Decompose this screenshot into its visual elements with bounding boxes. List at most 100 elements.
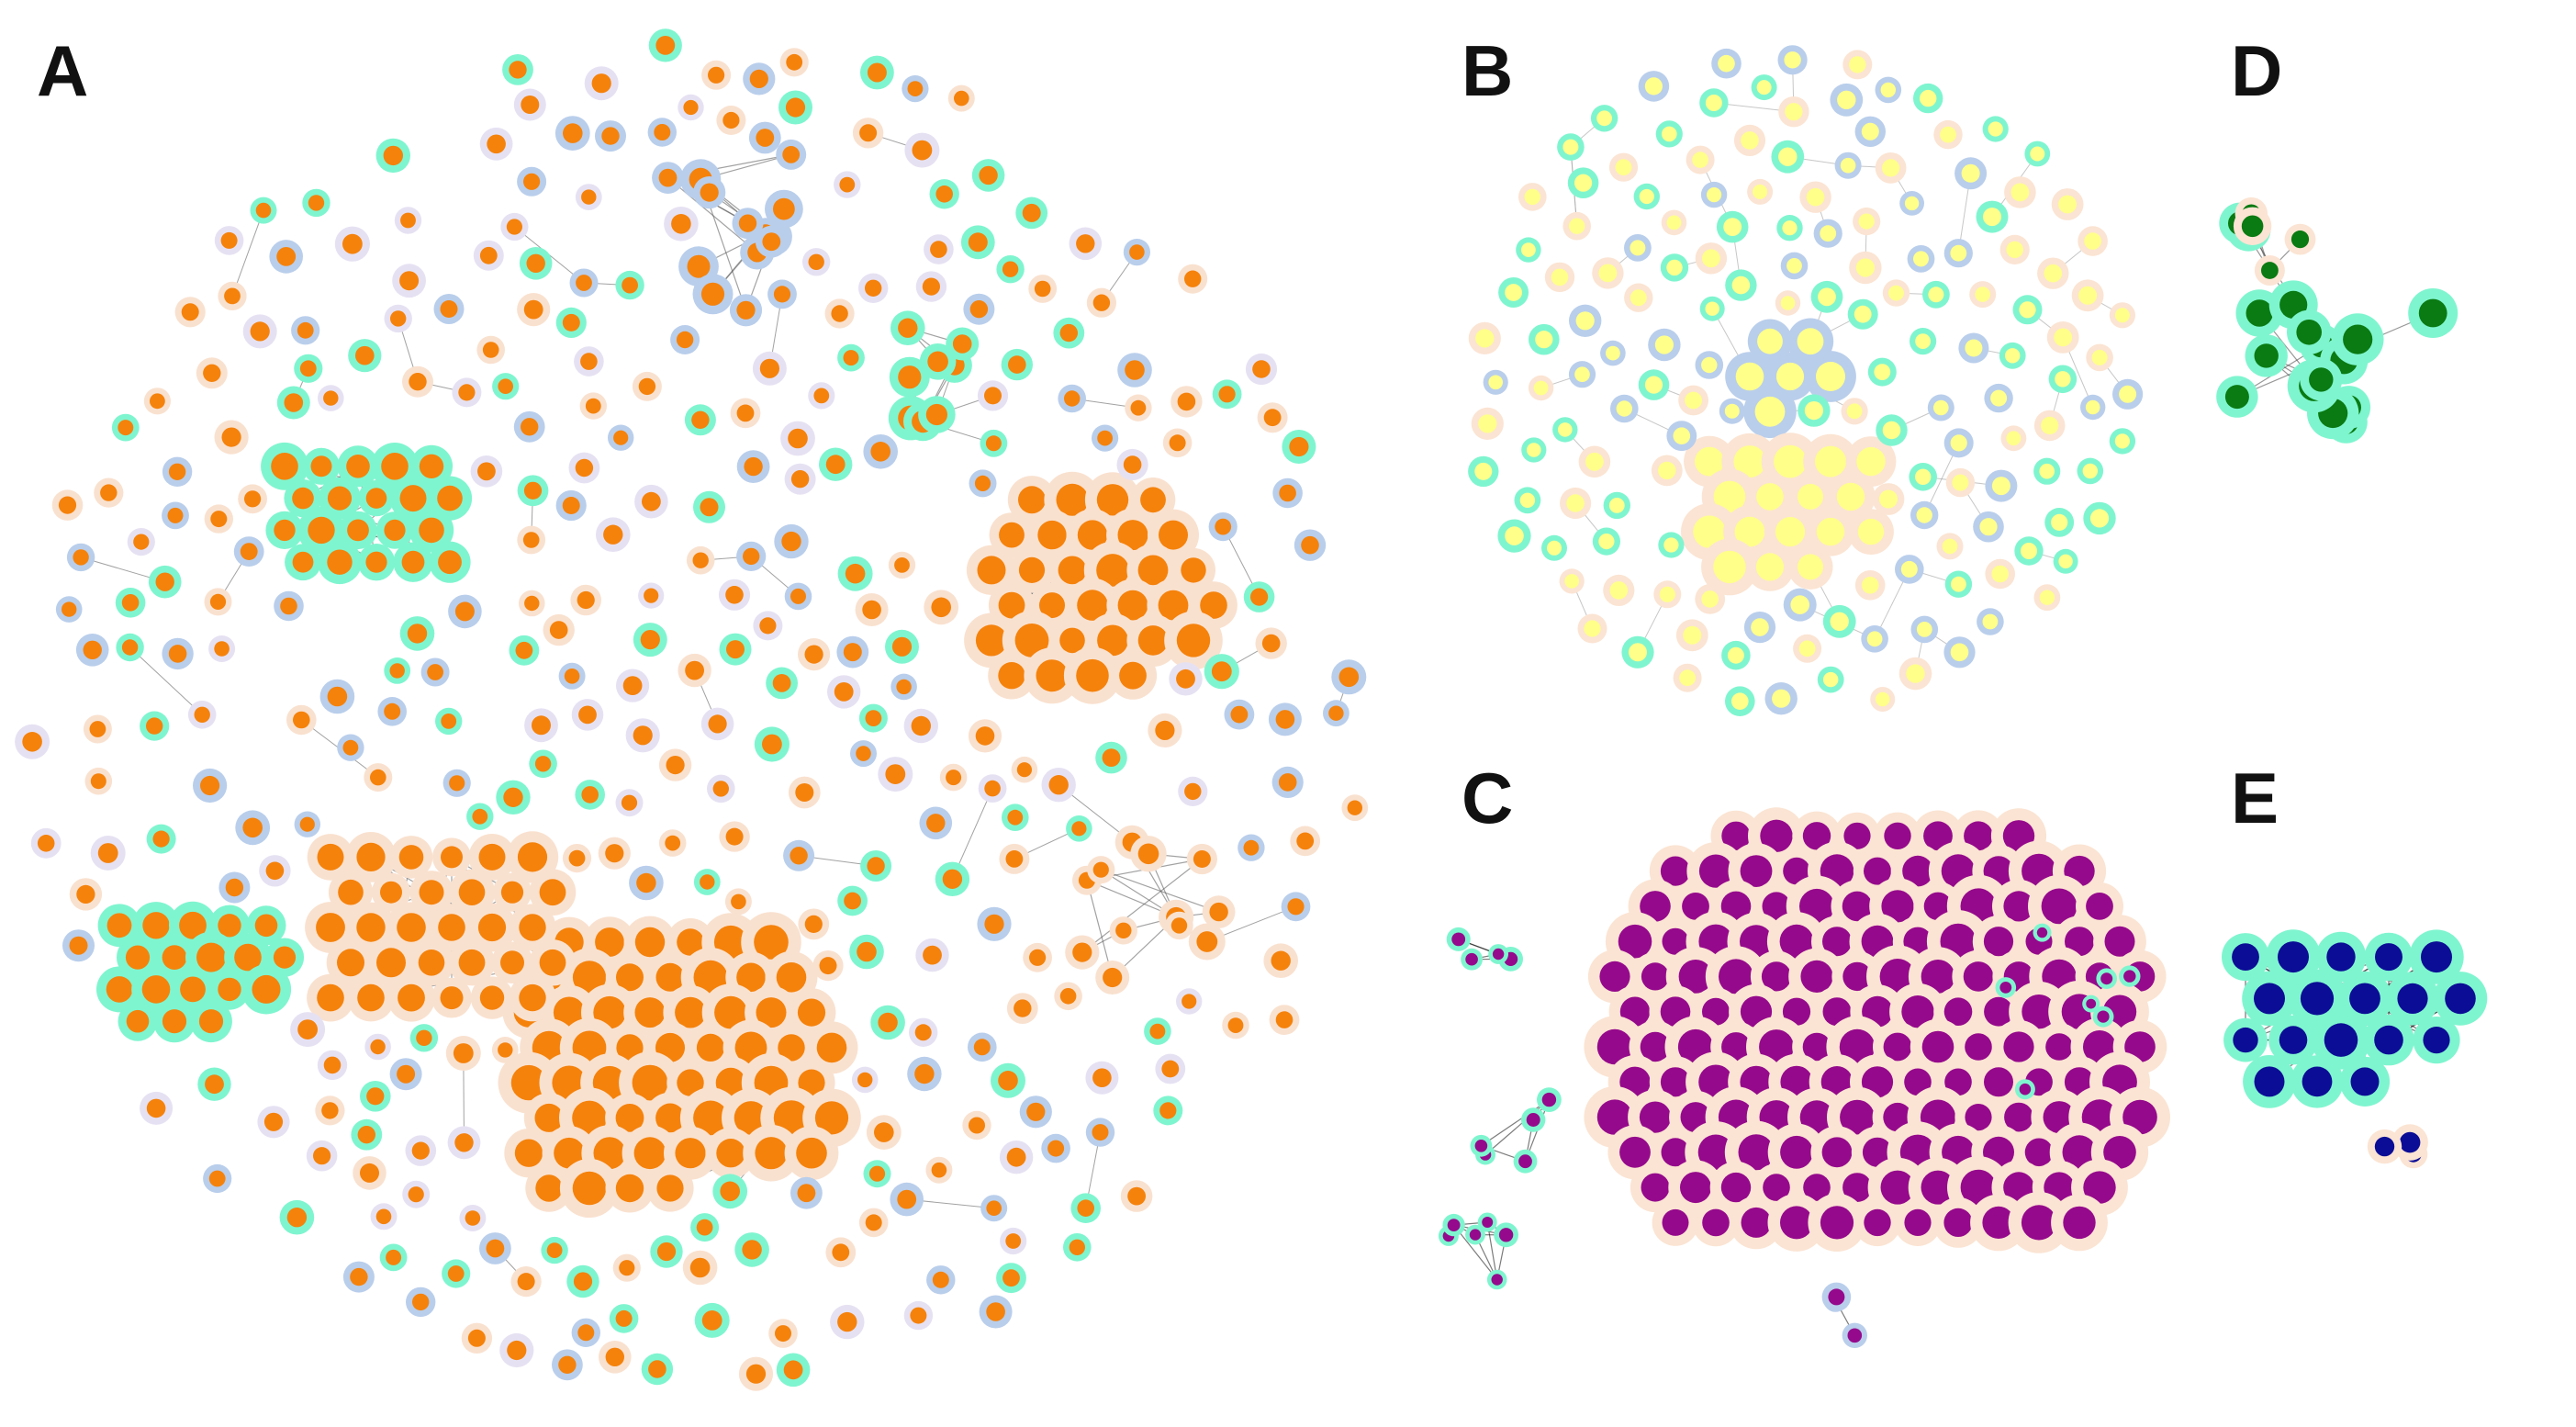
network-node — [2080, 394, 2106, 421]
node-core — [1979, 518, 1998, 536]
node-core — [440, 300, 458, 318]
node-core — [1866, 631, 1883, 647]
node-core — [1816, 362, 1845, 391]
network-node — [492, 373, 520, 400]
node-core — [931, 1162, 947, 1178]
node-core — [591, 73, 611, 94]
node-core — [1250, 588, 1269, 606]
network-node — [712, 1174, 748, 1209]
node-core — [665, 835, 681, 851]
node-core — [1983, 208, 2001, 227]
node-core — [209, 593, 227, 611]
node-core — [1822, 997, 1852, 1027]
network-node — [834, 171, 861, 198]
network-node — [570, 584, 601, 616]
network-node — [1518, 183, 1547, 211]
network-node — [634, 484, 668, 519]
network-node — [360, 1081, 391, 1112]
network-node — [2109, 428, 2136, 455]
network-node — [2339, 1056, 2391, 1107]
node-core — [317, 843, 344, 871]
node-core — [756, 997, 787, 1028]
network-node — [652, 162, 684, 195]
network-node — [1125, 394, 1152, 421]
node-core — [458, 879, 486, 905]
network-node — [377, 697, 408, 726]
network-node — [718, 579, 751, 611]
node-core — [1804, 401, 1823, 421]
network-node — [1822, 604, 1856, 638]
network-node — [924, 590, 959, 625]
network-node — [409, 508, 454, 553]
network-node — [555, 307, 587, 338]
network-node — [926, 1265, 956, 1295]
node-core — [1271, 950, 1291, 971]
network-node — [808, 382, 835, 410]
network-node — [96, 966, 142, 1013]
network-node — [615, 789, 644, 817]
node-core — [478, 843, 506, 871]
node-core — [1990, 389, 2008, 407]
node-core — [832, 1243, 850, 1262]
node-core — [1754, 396, 1786, 427]
network-node — [1969, 281, 1997, 309]
node-core — [1785, 103, 1803, 121]
node-core — [755, 1137, 788, 1170]
network-node — [1577, 613, 1607, 644]
node-core — [1137, 625, 1169, 656]
network-node — [406, 1287, 436, 1318]
panel-b: B — [1432, 0, 2167, 735]
node-core — [1721, 1032, 1751, 1062]
network-node — [1695, 351, 1724, 379]
network-node — [1733, 124, 1766, 156]
network-node — [1323, 700, 1350, 727]
network-node — [555, 489, 587, 522]
node-core — [1641, 962, 1670, 991]
network-node — [778, 90, 812, 125]
network-node — [2033, 457, 2061, 485]
node-core — [2119, 385, 2137, 403]
network-node — [409, 871, 454, 915]
node-core — [2085, 399, 2100, 415]
network-node — [1854, 570, 1886, 601]
network-node — [1861, 625, 1888, 653]
network-node — [269, 240, 304, 274]
node-core — [605, 1347, 624, 1367]
node-core — [398, 983, 425, 1012]
node-core — [1609, 581, 1629, 600]
network-node — [1015, 197, 1048, 230]
network-node — [915, 938, 949, 972]
node-core — [1774, 444, 1807, 478]
network-node — [812, 950, 844, 982]
node-core — [736, 300, 756, 320]
node-core — [1880, 1170, 1915, 1205]
node-core — [1783, 857, 1810, 885]
network-node — [558, 662, 586, 690]
network-node — [837, 556, 873, 591]
network-node — [552, 1349, 583, 1381]
node-core — [1117, 590, 1148, 621]
node-core — [798, 1069, 825, 1096]
node-core — [407, 624, 428, 644]
node-core — [1096, 554, 1129, 587]
network-node — [979, 1295, 1013, 1329]
network-node — [1529, 323, 1560, 355]
network-node — [1054, 982, 1082, 1011]
network-node — [1745, 543, 1795, 591]
network-node — [196, 357, 228, 389]
node-core — [399, 485, 427, 512]
network-node — [903, 1300, 934, 1331]
network-node — [51, 489, 84, 521]
network-node — [432, 837, 471, 877]
node-core — [1569, 218, 1585, 234]
node-core — [1059, 627, 1085, 654]
node-core — [297, 1019, 318, 1039]
node-core — [224, 287, 241, 305]
network-node — [517, 525, 546, 555]
network-node — [566, 1264, 599, 1298]
network-node — [890, 310, 925, 346]
node-core — [1301, 535, 1319, 555]
network-node — [2051, 1194, 2108, 1252]
network-node — [1109, 916, 1138, 945]
node-core — [1790, 595, 1809, 614]
